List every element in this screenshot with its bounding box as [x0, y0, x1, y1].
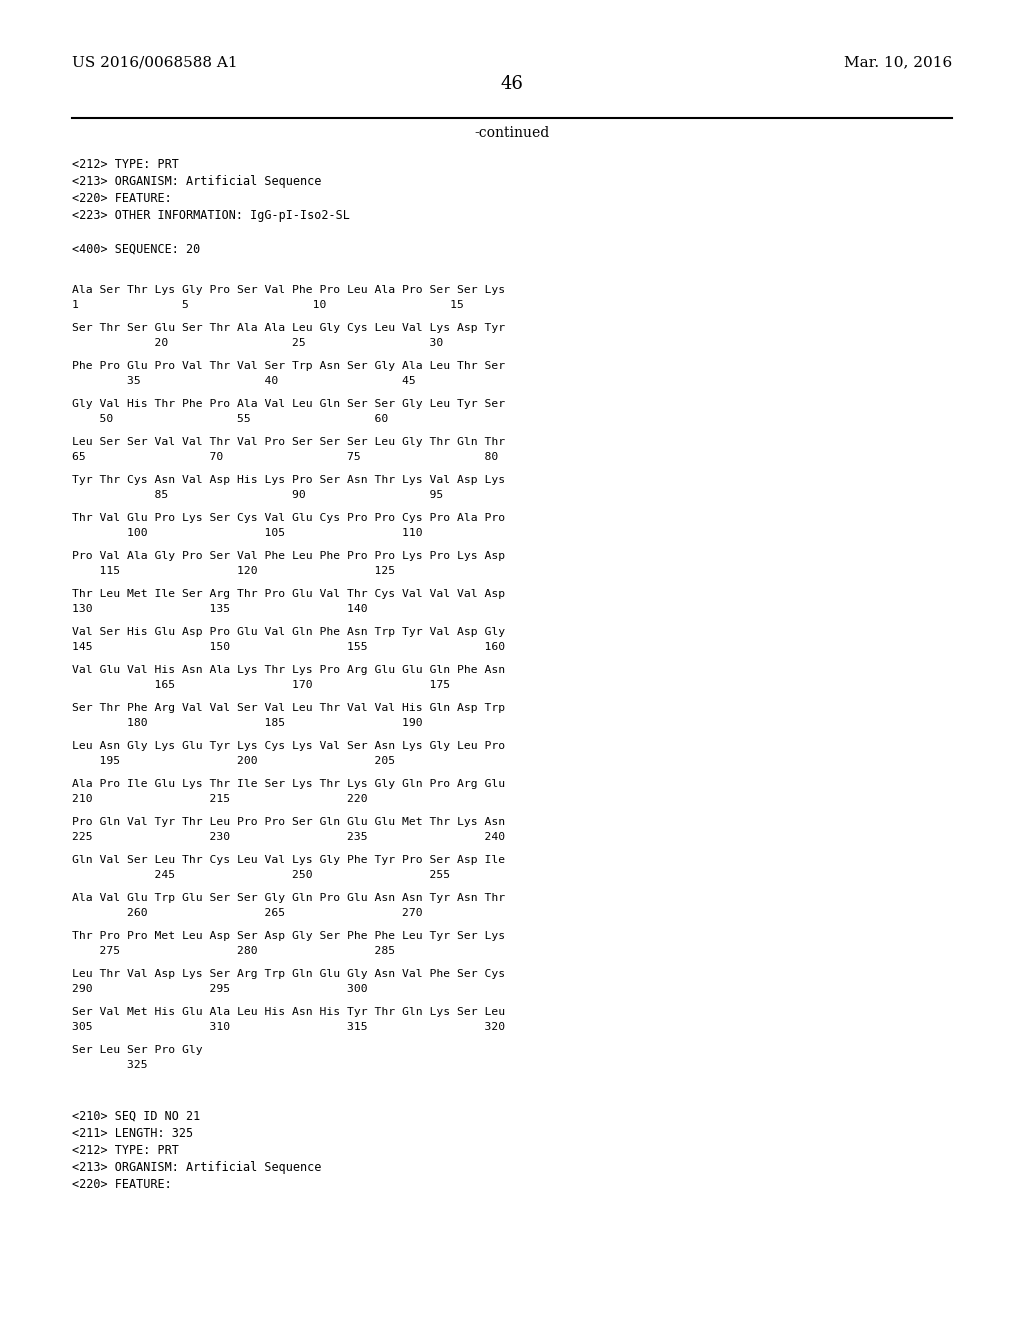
Text: Val Glu Val His Asn Ala Lys Thr Lys Pro Arg Glu Glu Gln Phe Asn: Val Glu Val His Asn Ala Lys Thr Lys Pro … — [72, 665, 505, 675]
Text: 100                 105                 110: 100 105 110 — [72, 528, 423, 539]
Text: Val Ser His Glu Asp Pro Glu Val Gln Phe Asn Trp Tyr Val Asp Gly: Val Ser His Glu Asp Pro Glu Val Gln Phe … — [72, 627, 505, 638]
Text: Ala Ser Thr Lys Gly Pro Ser Val Phe Pro Leu Ala Pro Ser Ser Lys: Ala Ser Thr Lys Gly Pro Ser Val Phe Pro … — [72, 285, 505, 294]
Text: <223> OTHER INFORMATION: IgG-pI-Iso2-SL: <223> OTHER INFORMATION: IgG-pI-Iso2-SL — [72, 209, 350, 222]
Text: Ala Pro Ile Glu Lys Thr Ile Ser Lys Thr Lys Gly Gln Pro Arg Glu: Ala Pro Ile Glu Lys Thr Ile Ser Lys Thr … — [72, 779, 505, 789]
Text: 305                 310                 315                 320: 305 310 315 320 — [72, 1022, 505, 1032]
Text: Ala Val Glu Trp Glu Ser Ser Gly Gln Pro Glu Asn Asn Tyr Asn Thr: Ala Val Glu Trp Glu Ser Ser Gly Gln Pro … — [72, 894, 505, 903]
Text: -continued: -continued — [474, 125, 550, 140]
Text: Leu Ser Ser Val Val Thr Val Pro Ser Ser Ser Leu Gly Thr Gln Thr: Leu Ser Ser Val Val Thr Val Pro Ser Ser … — [72, 437, 505, 447]
Text: Ser Thr Phe Arg Val Val Ser Val Leu Thr Val Val His Gln Asp Trp: Ser Thr Phe Arg Val Val Ser Val Leu Thr … — [72, 704, 505, 713]
Text: <213> ORGANISM: Artificial Sequence: <213> ORGANISM: Artificial Sequence — [72, 1162, 322, 1173]
Text: <213> ORGANISM: Artificial Sequence: <213> ORGANISM: Artificial Sequence — [72, 176, 322, 187]
Text: 85                  90                  95: 85 90 95 — [72, 490, 443, 500]
Text: Thr Leu Met Ile Ser Arg Thr Pro Glu Val Thr Cys Val Val Val Asp: Thr Leu Met Ile Ser Arg Thr Pro Glu Val … — [72, 589, 505, 599]
Text: Leu Asn Gly Lys Glu Tyr Lys Cys Lys Val Ser Asn Lys Gly Leu Pro: Leu Asn Gly Lys Glu Tyr Lys Cys Lys Val … — [72, 741, 505, 751]
Text: Tyr Thr Cys Asn Val Asp His Lys Pro Ser Asn Thr Lys Val Asp Lys: Tyr Thr Cys Asn Val Asp His Lys Pro Ser … — [72, 475, 505, 484]
Text: Ser Thr Ser Glu Ser Thr Ala Ala Leu Gly Cys Leu Val Lys Asp Tyr: Ser Thr Ser Glu Ser Thr Ala Ala Leu Gly … — [72, 323, 505, 333]
Text: Ser Val Met His Glu Ala Leu His Asn His Tyr Thr Gln Lys Ser Leu: Ser Val Met His Glu Ala Leu His Asn His … — [72, 1007, 505, 1016]
Text: US 2016/0068588 A1: US 2016/0068588 A1 — [72, 55, 238, 69]
Text: 35                  40                  45: 35 40 45 — [72, 376, 416, 385]
Text: 275                 280                 285: 275 280 285 — [72, 946, 395, 956]
Text: <220> FEATURE:: <220> FEATURE: — [72, 1177, 172, 1191]
Text: 260                 265                 270: 260 265 270 — [72, 908, 423, 917]
Text: 325: 325 — [72, 1060, 147, 1071]
Text: 290                 295                 300: 290 295 300 — [72, 983, 368, 994]
Text: <212> TYPE: PRT: <212> TYPE: PRT — [72, 1144, 179, 1158]
Text: Gly Val His Thr Phe Pro Ala Val Leu Gln Ser Ser Gly Leu Tyr Ser: Gly Val His Thr Phe Pro Ala Val Leu Gln … — [72, 399, 505, 409]
Text: Leu Thr Val Asp Lys Ser Arg Trp Gln Glu Gly Asn Val Phe Ser Cys: Leu Thr Val Asp Lys Ser Arg Trp Gln Glu … — [72, 969, 505, 979]
Text: Pro Gln Val Tyr Thr Leu Pro Pro Ser Gln Glu Glu Met Thr Lys Asn: Pro Gln Val Tyr Thr Leu Pro Pro Ser Gln … — [72, 817, 505, 828]
Text: 1               5                  10                  15: 1 5 10 15 — [72, 300, 464, 310]
Text: Mar. 10, 2016: Mar. 10, 2016 — [844, 55, 952, 69]
Text: <210> SEQ ID NO 21: <210> SEQ ID NO 21 — [72, 1110, 201, 1123]
Text: Ser Leu Ser Pro Gly: Ser Leu Ser Pro Gly — [72, 1045, 203, 1055]
Text: 115                 120                 125: 115 120 125 — [72, 566, 395, 576]
Text: Gln Val Ser Leu Thr Cys Leu Val Lys Gly Phe Tyr Pro Ser Asp Ile: Gln Val Ser Leu Thr Cys Leu Val Lys Gly … — [72, 855, 505, 865]
Text: 130                 135                 140: 130 135 140 — [72, 605, 368, 614]
Text: 210                 215                 220: 210 215 220 — [72, 795, 368, 804]
Text: <400> SEQUENCE: 20: <400> SEQUENCE: 20 — [72, 243, 201, 256]
Text: Thr Val Glu Pro Lys Ser Cys Val Glu Cys Pro Pro Cys Pro Ala Pro: Thr Val Glu Pro Lys Ser Cys Val Glu Cys … — [72, 513, 505, 523]
Text: 245                 250                 255: 245 250 255 — [72, 870, 451, 880]
Text: 195                 200                 205: 195 200 205 — [72, 756, 395, 766]
Text: 20                  25                  30: 20 25 30 — [72, 338, 443, 348]
Text: <212> TYPE: PRT: <212> TYPE: PRT — [72, 158, 179, 172]
Text: Pro Val Ala Gly Pro Ser Val Phe Leu Phe Pro Pro Lys Pro Lys Asp: Pro Val Ala Gly Pro Ser Val Phe Leu Phe … — [72, 550, 505, 561]
Text: 225                 230                 235                 240: 225 230 235 240 — [72, 832, 505, 842]
Text: <220> FEATURE:: <220> FEATURE: — [72, 191, 172, 205]
Text: <211> LENGTH: 325: <211> LENGTH: 325 — [72, 1127, 194, 1140]
Text: 180                 185                 190: 180 185 190 — [72, 718, 423, 729]
Text: 145                 150                 155                 160: 145 150 155 160 — [72, 642, 505, 652]
Text: 65                  70                  75                  80: 65 70 75 80 — [72, 451, 499, 462]
Text: Phe Pro Glu Pro Val Thr Val Ser Trp Asn Ser Gly Ala Leu Thr Ser: Phe Pro Glu Pro Val Thr Val Ser Trp Asn … — [72, 360, 505, 371]
Text: 50                  55                  60: 50 55 60 — [72, 414, 388, 424]
Text: 165                 170                 175: 165 170 175 — [72, 680, 451, 690]
Text: 46: 46 — [501, 75, 523, 92]
Text: Thr Pro Pro Met Leu Asp Ser Asp Gly Ser Phe Phe Leu Tyr Ser Lys: Thr Pro Pro Met Leu Asp Ser Asp Gly Ser … — [72, 931, 505, 941]
